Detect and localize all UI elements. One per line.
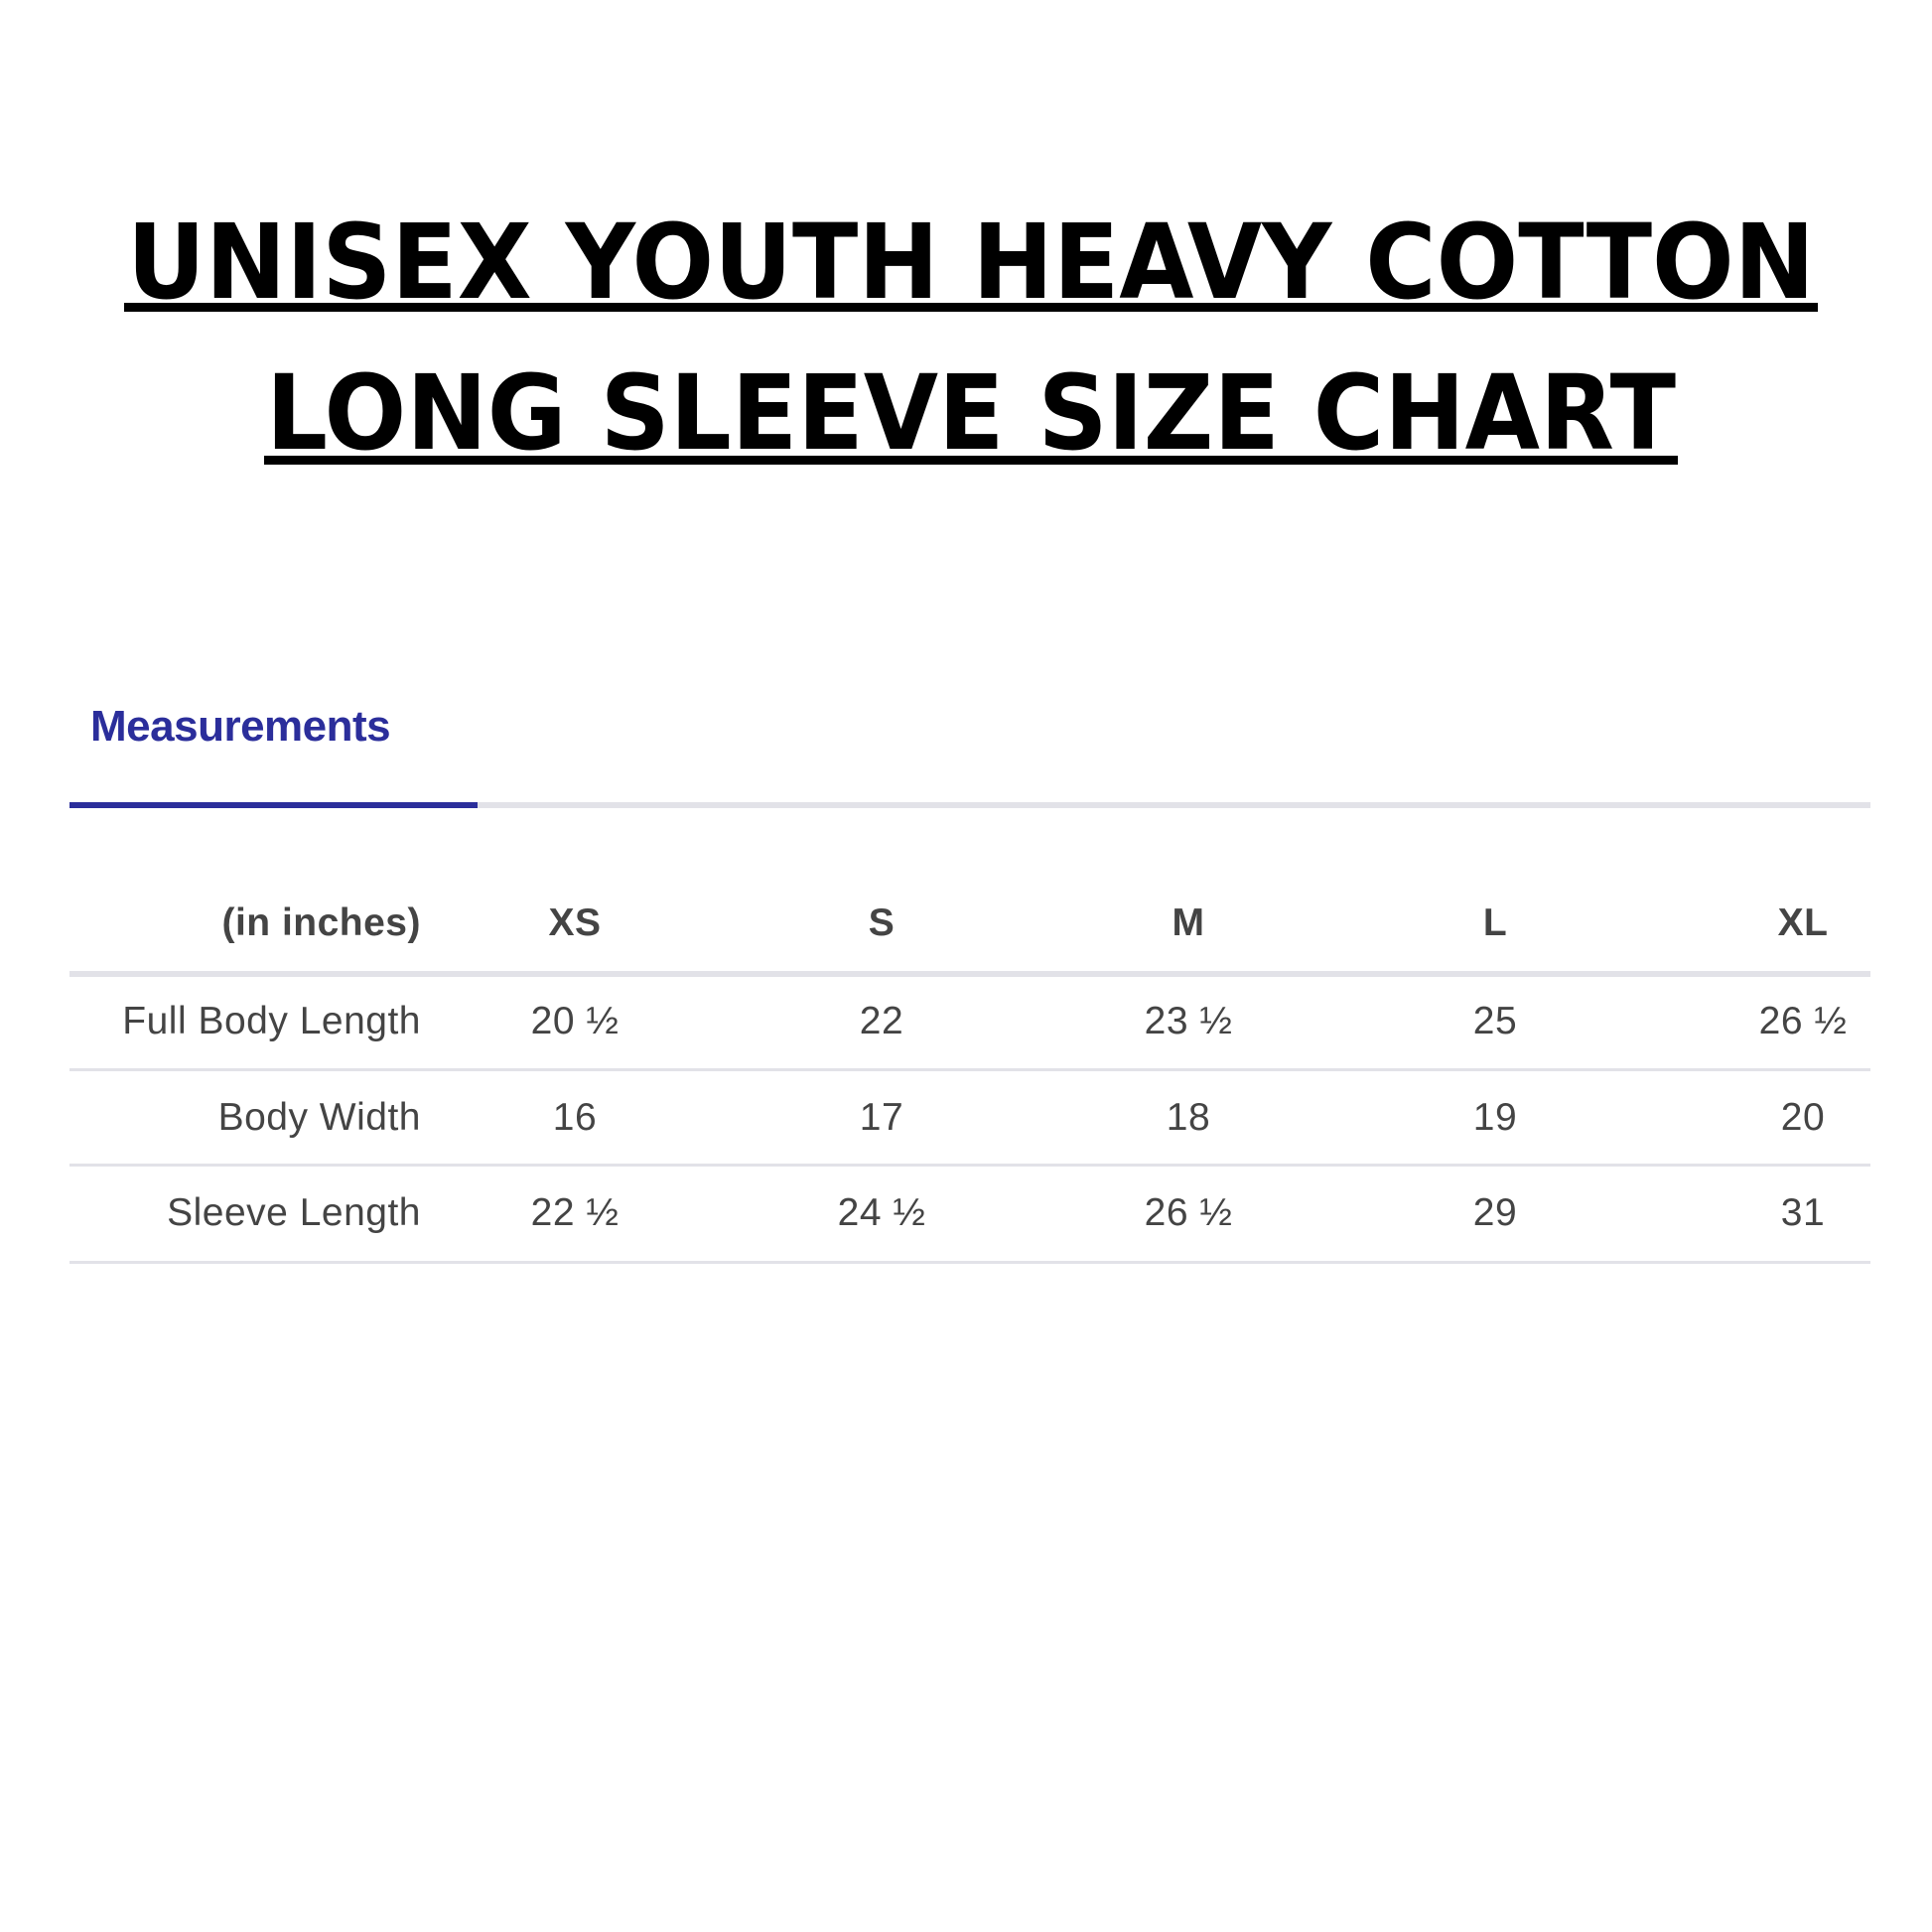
size-header-xs: XS [548, 901, 602, 944]
row-divider [69, 1164, 1870, 1167]
table-cell: 24 ½ [837, 1191, 926, 1234]
table-cell: 29 [1472, 1191, 1518, 1234]
size-header-m: M [1172, 901, 1205, 944]
size-header-xl: XL [1777, 901, 1829, 944]
table-cell: 22 ½ [530, 1191, 620, 1234]
size-header-l: L [1482, 901, 1508, 944]
table-cell: 20 [1780, 1096, 1826, 1139]
row-label: Full Body Length [122, 1000, 421, 1042]
table-cell: 16 [552, 1096, 598, 1139]
table-cell: 22 [859, 1000, 904, 1042]
table-cell: 18 [1166, 1096, 1211, 1139]
tab-measurements[interactable]: Measurements [90, 702, 391, 751]
size-header-s: S [868, 901, 896, 944]
header-divider [69, 971, 1870, 977]
row-label: Body Width [217, 1096, 421, 1139]
table-cell: 25 [1472, 1000, 1518, 1042]
title-line-2: LONG SLEEVE SIZE CHART [266, 352, 1676, 474]
row-divider [69, 1261, 1870, 1264]
table-cell: 20 ½ [530, 1000, 620, 1042]
table-cell: 17 [859, 1096, 904, 1139]
row-label: Sleeve Length [167, 1191, 421, 1234]
row-divider [69, 1068, 1870, 1071]
table-cell: 19 [1472, 1096, 1518, 1139]
table-cell: 31 [1780, 1191, 1826, 1234]
title-underline-1 [124, 303, 1818, 312]
title-line-1: UNISEX YOUTH HEAVY COTTON [127, 202, 1815, 323]
table-cell: 26 ½ [1758, 1000, 1848, 1042]
title-underline-2 [264, 456, 1678, 465]
tab-active-indicator [69, 802, 478, 808]
table-cell: 23 ½ [1144, 1000, 1233, 1042]
unit-label: (in inches) [221, 901, 421, 944]
table-cell: 26 ½ [1144, 1191, 1233, 1234]
page-title: UNISEX YOUTH HEAVY COTTON LONG SLEEVE SI… [124, 202, 1818, 474]
tab-track [69, 802, 1870, 808]
